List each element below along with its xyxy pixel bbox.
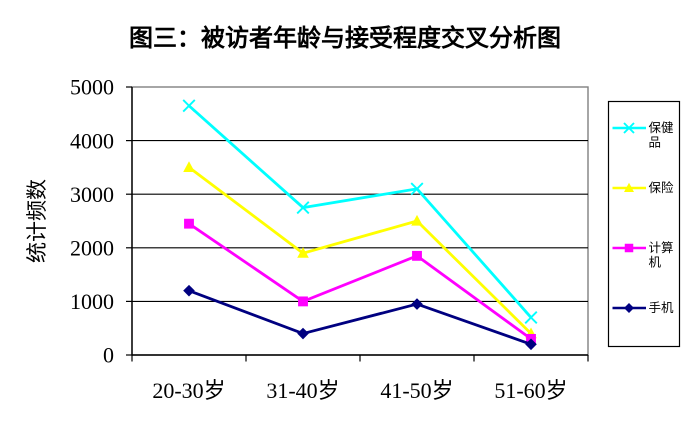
series-marker-0 — [524, 311, 538, 324]
legend-item-label: 手机 — [649, 301, 675, 315]
series-marker-0 — [182, 99, 196, 113]
series-marker-3 — [525, 338, 537, 351]
series-marker-2 — [412, 250, 422, 261]
series-marker-1 — [297, 247, 309, 258]
x-category-label: 31-40岁 — [266, 378, 339, 403]
legend-item-label: 机 — [649, 256, 662, 270]
series-marker-2 — [184, 218, 194, 229]
legend-item-label: 保险 — [649, 180, 675, 195]
y-tick-label: 4000 — [70, 128, 114, 153]
x-category-label: 41-50岁 — [380, 378, 453, 403]
series-marker-3 — [183, 284, 195, 297]
series-line-2 — [188, 222, 532, 341]
legend-item-marker — [624, 182, 634, 192]
series-marker-1 — [183, 161, 195, 173]
plot-border — [131, 86, 589, 356]
series-marker-2 — [298, 296, 308, 307]
legend-item-marker — [623, 122, 635, 134]
legend-item-label: 保健 — [649, 121, 675, 135]
series-marker-3 — [411, 298, 423, 310]
y-axis-title: 统计频数 — [25, 179, 49, 263]
series-line-0 — [188, 104, 533, 319]
y-tick-label: 3000 — [70, 182, 114, 207]
chart-title: 图三：被访者年龄与接受程度交叉分析图 — [129, 24, 561, 52]
legend-box — [607, 100, 681, 348]
series-line-3 — [188, 289, 532, 346]
series-marker-1 — [411, 214, 423, 226]
y-tick-label: 5000 — [70, 75, 114, 100]
x-category-label: 51-60岁 — [494, 378, 567, 403]
x-category-label: 20-30岁 — [152, 378, 225, 403]
series-line-1 — [188, 166, 532, 335]
plot-area: 0 1000 2000 3000 4000 5000 20-30岁 31-40岁 41-50岁 5… — [70, 75, 589, 403]
legend-item-marker — [624, 303, 634, 313]
legend-item-marker — [624, 243, 634, 253]
y-tick-label: 0 — [103, 343, 114, 368]
series-marker-3 — [297, 327, 309, 340]
series-marker-0 — [296, 201, 310, 215]
y-tick-label: 2000 — [70, 236, 114, 261]
legend-item-label: 计算 — [649, 240, 674, 255]
y-tick-label: 1000 — [70, 289, 114, 314]
series-marker-0 — [410, 182, 424, 196]
legend-item-label: 品 — [649, 136, 662, 150]
